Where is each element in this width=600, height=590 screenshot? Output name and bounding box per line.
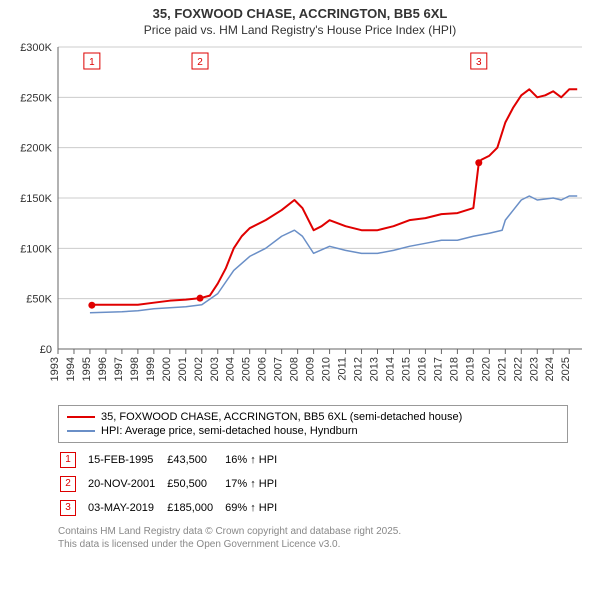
title-block: 35, FOXWOOD CHASE, ACCRINGTON, BB5 6XL P… <box>0 0 600 39</box>
svg-text:1999: 1999 <box>145 357 157 381</box>
sale-delta: 17% ↑ HPI <box>225 473 287 495</box>
sale-price: £185,000 <box>167 497 223 519</box>
sales-table: 1 15-FEB-1995£43,50016% ↑ HPI 2 20-NOV-2001… <box>58 447 289 521</box>
legend-swatch-property <box>67 416 95 418</box>
svg-text:2015: 2015 <box>400 357 412 381</box>
legend-label-hpi: HPI: Average price, semi-detached house,… <box>101 425 358 437</box>
sale-marker: 2 <box>60 476 76 492</box>
sales-row: 1 15-FEB-1995£43,50016% ↑ HPI <box>60 449 287 471</box>
svg-text:2002: 2002 <box>193 357 205 381</box>
legend: 35, FOXWOOD CHASE, ACCRINGTON, BB5 6XL (… <box>58 405 568 443</box>
legend-swatch-hpi <box>67 430 95 432</box>
svg-text:2008: 2008 <box>289 357 301 381</box>
svg-text:2000: 2000 <box>161 357 173 381</box>
svg-text:2001: 2001 <box>177 357 189 381</box>
svg-text:2019: 2019 <box>464 357 476 381</box>
sales-row: 2 20-NOV-2001£50,50017% ↑ HPI <box>60 473 287 495</box>
chart-title-line1: 35, FOXWOOD CHASE, ACCRINGTON, BB5 6XL <box>4 6 596 21</box>
svg-text:2018: 2018 <box>448 357 460 381</box>
svg-text:£50K: £50K <box>26 294 52 306</box>
attribution: Contains HM Land Registry data © Crown c… <box>58 525 568 551</box>
svg-text:1997: 1997 <box>113 357 125 381</box>
svg-text:£150K: £150K <box>20 193 52 205</box>
svg-text:2021: 2021 <box>496 357 508 381</box>
svg-text:2: 2 <box>197 57 203 68</box>
svg-text:£250K: £250K <box>20 92 52 104</box>
sale-price: £43,500 <box>167 449 223 471</box>
svg-text:2013: 2013 <box>369 357 381 381</box>
chart-title-line2: Price paid vs. HM Land Registry's House … <box>4 23 596 37</box>
sales-row: 3 03-MAY-2019£185,00069% ↑ HPI <box>60 497 287 519</box>
sale-delta: 69% ↑ HPI <box>225 497 287 519</box>
svg-text:1994: 1994 <box>65 357 77 381</box>
svg-text:2007: 2007 <box>273 357 285 381</box>
svg-text:2003: 2003 <box>209 357 221 381</box>
legend-label-property: 35, FOXWOOD CHASE, ACCRINGTON, BB5 6XL (… <box>101 411 462 423</box>
svg-text:2012: 2012 <box>353 357 365 381</box>
svg-text:1998: 1998 <box>129 357 141 381</box>
svg-text:2009: 2009 <box>305 357 317 381</box>
sale-marker: 1 <box>60 452 76 468</box>
chart: £0 £50K £100K £150K £200K £250K £300K 1993 1994 1… <box>10 39 590 399</box>
svg-text:3: 3 <box>476 57 482 68</box>
attribution-line1: Contains HM Land Registry data © Crown c… <box>58 525 568 538</box>
legend-row-property: 35, FOXWOOD CHASE, ACCRINGTON, BB5 6XL (… <box>67 410 559 424</box>
sale-date: 20-NOV-2001 <box>88 473 165 495</box>
sale-price: £50,500 <box>167 473 223 495</box>
svg-text:1993: 1993 <box>49 357 61 381</box>
svg-text:2010: 2010 <box>321 357 333 381</box>
svg-text:2014: 2014 <box>384 357 396 381</box>
svg-text:2016: 2016 <box>416 357 428 381</box>
svg-text:2020: 2020 <box>480 357 492 381</box>
svg-text:2004: 2004 <box>225 357 237 381</box>
svg-text:2022: 2022 <box>512 357 524 381</box>
svg-text:1996: 1996 <box>97 357 109 381</box>
svg-text:£200K: £200K <box>20 143 52 155</box>
attribution-line2: This data is licensed under the Open Gov… <box>58 538 568 551</box>
svg-text:2006: 2006 <box>257 357 269 381</box>
svg-text:£300K: £300K <box>20 42 52 54</box>
svg-text:£0: £0 <box>40 344 52 356</box>
sale-delta: 16% ↑ HPI <box>225 449 287 471</box>
svg-text:1995: 1995 <box>81 357 93 381</box>
svg-text:£100K: £100K <box>20 243 52 255</box>
svg-text:2017: 2017 <box>432 357 444 381</box>
svg-text:1: 1 <box>89 57 95 68</box>
sale-date: 03-MAY-2019 <box>88 497 165 519</box>
svg-text:2023: 2023 <box>528 357 540 381</box>
legend-row-hpi: HPI: Average price, semi-detached house,… <box>67 424 559 438</box>
svg-text:2024: 2024 <box>544 357 556 381</box>
svg-text:2011: 2011 <box>337 357 349 381</box>
sale-date: 15-FEB-1995 <box>88 449 165 471</box>
svg-text:2005: 2005 <box>241 357 253 381</box>
sale-marker: 3 <box>60 500 76 516</box>
svg-text:2025: 2025 <box>560 357 572 381</box>
